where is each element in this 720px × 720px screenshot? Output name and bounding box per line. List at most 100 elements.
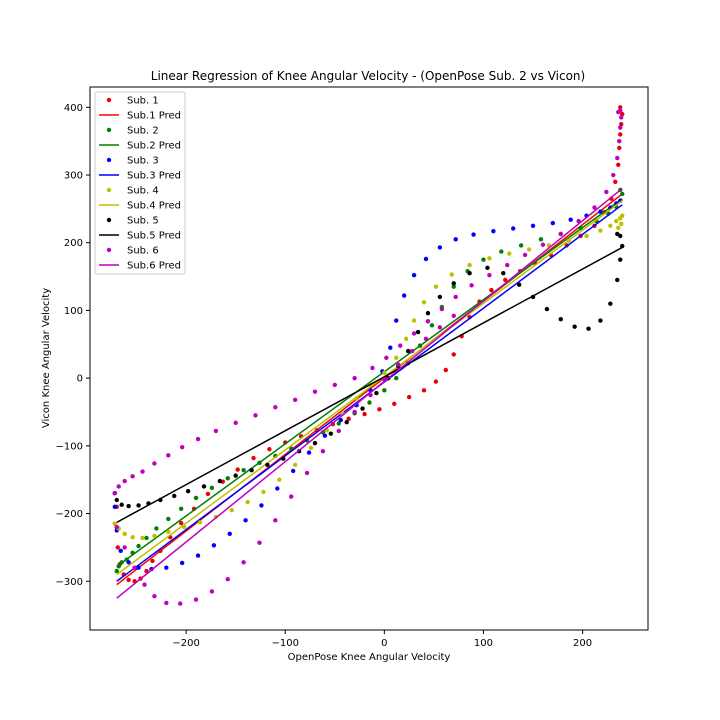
- data-point-sub-2: [451, 284, 456, 289]
- data-point-sub-5: [374, 390, 379, 396]
- data-point-sub-5: [618, 257, 623, 262]
- data-point-sub-6: [398, 343, 403, 348]
- data-point-sub-5: [185, 489, 191, 494]
- data-point-sub-4: [614, 218, 619, 224]
- regression-line-sub-4-pred: [116, 200, 623, 576]
- data-point-sub-5: [415, 329, 421, 335]
- data-point-sub-2: [241, 468, 246, 473]
- data-point-sub-5: [615, 231, 620, 237]
- x-tick-label: −200: [172, 638, 199, 649]
- data-point-sub-3: [453, 237, 458, 242]
- data-point-sub-6: [425, 319, 431, 324]
- series-sub-6-pred: [116, 187, 623, 599]
- data-point-sub-4: [261, 489, 266, 495]
- data-point-sub-6: [618, 125, 623, 130]
- data-point-sub-3: [598, 209, 603, 214]
- series-sub-3: [112, 198, 623, 572]
- data-point-sub-4: [619, 221, 624, 226]
- data-point-sub-3: [164, 565, 169, 570]
- data-point-sub-6: [522, 252, 528, 258]
- data-point-sub-2: [178, 506, 184, 512]
- data-point-sub-6: [320, 449, 326, 454]
- data-point-sub-4: [526, 247, 532, 252]
- data-point-sub-3: [511, 226, 516, 231]
- data-point-sub-5: [405, 348, 411, 354]
- data-point-sub-4: [433, 284, 439, 289]
- x-tick-label: −100: [272, 638, 299, 649]
- data-point-sub-4: [394, 355, 399, 361]
- data-point-sub-6: [615, 155, 620, 161]
- data-point-sub-6: [304, 470, 310, 476]
- data-point-sub-1: [267, 447, 272, 452]
- legend: Sub. 1 Sub.1 Pred Sub. 2 Sub.2 Pred Sub. 3 Su…: [94, 91, 186, 275]
- data-point-sub-5: [467, 270, 472, 276]
- data-point-sub-6: [140, 469, 145, 474]
- data-point-sub-4: [229, 507, 234, 513]
- data-point-sub-6: [142, 582, 147, 587]
- data-point-sub-6: [451, 313, 456, 319]
- data-point-sub-2: [114, 568, 119, 574]
- data-point-sub-5: [217, 478, 223, 484]
- data-point-sub-2: [538, 237, 544, 242]
- data-point-sub-3: [227, 531, 232, 537]
- data-point-sub-6: [164, 600, 169, 606]
- data-point-sub-3: [471, 232, 476, 237]
- data-point-sub-1: [178, 520, 184, 526]
- regression-line-sub-2-pred: [116, 198, 623, 567]
- data-point-sub-4: [130, 535, 135, 540]
- data-point-sub-6: [540, 242, 546, 247]
- data-point-sub-5: [586, 326, 591, 331]
- data-point-sub-1: [362, 411, 367, 417]
- legend-entry-label: Sub.5 Pred: [127, 231, 181, 242]
- data-point-sub-5: [344, 419, 349, 425]
- data-point-sub-1: [406, 394, 412, 400]
- data-point-sub-3: [437, 245, 443, 250]
- data-point-sub-4: [608, 223, 613, 228]
- y-tick-label: 100: [64, 306, 83, 317]
- data-point-sub-4: [166, 529, 171, 535]
- data-point-sub-1: [251, 455, 256, 461]
- legend-entry-label: Sub.3 Pred: [127, 171, 181, 182]
- data-point-sub-6: [469, 283, 474, 288]
- data-point-sub-4: [449, 272, 454, 277]
- data-point-sub-3: [322, 433, 328, 438]
- legend-marker-swatch: [106, 97, 112, 103]
- data-point-sub-6: [437, 325, 443, 330]
- data-point-sub-6: [195, 436, 201, 442]
- data-point-sub-1: [451, 352, 456, 357]
- data-point-sub-4: [382, 370, 387, 375]
- data-point-sub-6: [617, 138, 622, 144]
- legend-box: [94, 91, 186, 275]
- data-point-sub-5: [126, 503, 131, 509]
- data-point-sub-5: [119, 502, 124, 507]
- legend-entry-label: Sub.4 Pred: [127, 201, 181, 212]
- data-point-sub-3: [118, 548, 123, 553]
- data-point-sub-4: [403, 336, 409, 342]
- regression-line-sub-5-pred: [116, 246, 623, 524]
- data-point-sub-2: [382, 388, 387, 393]
- data-point-sub-5: [249, 468, 254, 473]
- y-tick-label: 400: [64, 103, 83, 114]
- data-point-sub-3: [306, 450, 312, 455]
- data-point-sub-4: [411, 318, 417, 323]
- data-point-sub-1: [489, 287, 494, 293]
- data-point-sub-6: [396, 362, 401, 367]
- data-point-sub-6: [619, 115, 624, 120]
- legend-entry-label: Sub.6 Pred: [127, 261, 181, 272]
- data-point-sub-3: [195, 553, 201, 558]
- data-point-sub-2: [193, 495, 199, 501]
- data-point-sub-6: [233, 420, 238, 426]
- data-point-sub-5: [233, 473, 238, 478]
- data-point-sub-6: [241, 560, 246, 565]
- data-point-sub-1: [392, 401, 397, 407]
- legend-marker-swatch: [106, 127, 112, 133]
- data-point-sub-3: [388, 345, 393, 350]
- data-point-sub-4: [616, 225, 621, 231]
- data-point-sub-5: [516, 282, 522, 287]
- data-point-sub-1: [205, 491, 211, 497]
- data-point-sub-6: [409, 348, 415, 354]
- data-point-sub-5: [136, 503, 141, 508]
- data-point-sub-6: [179, 444, 185, 450]
- data-point-sub-2: [394, 375, 399, 381]
- data-point-sub-5: [558, 317, 563, 322]
